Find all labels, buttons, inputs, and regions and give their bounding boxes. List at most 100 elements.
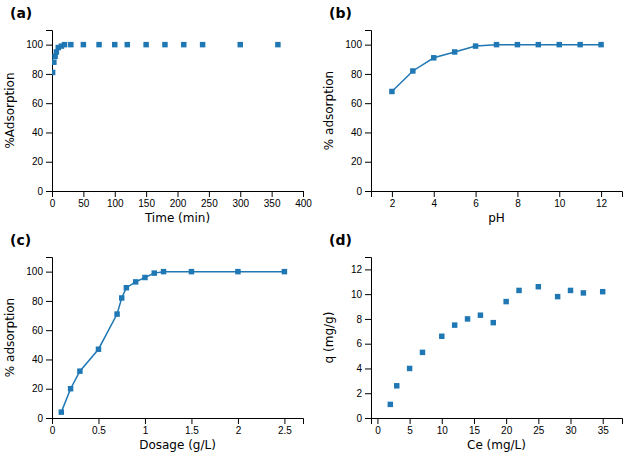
y-tick-mark [46,272,52,273]
x-tick: 35 [598,418,610,436]
y-axis-title: %Adsorption [3,72,17,148]
y-tick: 20 [32,383,52,394]
data-point [491,320,496,325]
data-point [68,42,73,47]
y-tick: 0 [37,186,52,197]
y-tick-label: 80 [32,69,44,80]
y-tick-label: 12 [351,264,363,275]
y-tick-label: 0 [37,186,43,197]
y-tick-label: 0 [356,413,362,424]
y-tick: 100 [26,39,52,50]
y-tick-mark [365,269,371,270]
x-tick-mark [209,191,210,197]
x-tick: 400 [295,191,312,209]
x-tick: 100 [107,191,124,209]
x-tick-label: 400 [295,198,312,209]
data-point [394,383,399,388]
x-tick-label: 200 [170,198,187,209]
data-point [124,285,129,290]
y-tick-label: 6 [356,338,362,349]
data-point [473,43,478,48]
x-tick: 2 [236,418,242,436]
plot-area: 00.511.522.5020406080100Dosage (g/L)% ad… [3,258,304,453]
x-tick: 1 [143,418,149,436]
data-point [133,279,138,284]
y-tick-mark [365,294,371,295]
y-tick-mark [46,389,52,390]
x-axis: 00.511.522.5 [50,418,304,436]
x-tick: 0.5 [92,418,106,436]
x-axis-title: Time (min) [144,211,210,225]
x-tick: 20 [501,418,513,436]
y-tick-mark [46,301,52,302]
x-axis: 050100150200250300350400 [50,191,313,209]
y-tick: 0 [356,413,371,424]
x-axis-line [53,192,304,198]
data-point [96,42,101,47]
panel: 00.511.522.5020406080100Dosage (g/L)% ad… [3,232,304,452]
x-tick: 150 [138,191,155,209]
data-point [407,366,412,371]
x-tick: 30 [565,418,577,436]
y-tick-label: 80 [32,296,44,307]
x-tick-mark [303,191,304,197]
x-tick: 25 [533,418,545,436]
y-tick: 20 [351,156,371,167]
y-tick-label: 60 [351,98,363,109]
chart-container: 050100150200250300350400020406080100Time… [0,0,638,454]
x-tick: 10 [554,191,566,209]
data-point [452,322,457,327]
x-tick-mark [559,191,560,197]
y-axis-title: q (mg/g) [322,312,336,364]
y-tick: 4 [356,363,371,374]
y-tick-mark [365,418,371,419]
plot-area: 05101520253035024681012Ce (mg/L)q (mg/g) [322,258,623,453]
x-tick: 0 [375,418,381,436]
y-tick-label: 60 [32,325,44,336]
x-tick: 250 [201,191,218,209]
y-tick-label: 20 [32,383,44,394]
data-point [181,42,186,47]
data-point [494,42,499,47]
data-point [515,42,520,47]
x-tick: 2.5 [278,418,292,436]
data-layer [388,284,606,407]
y-tick: 40 [32,127,52,138]
data-point [410,68,415,73]
data-point [388,402,393,407]
data-point [465,316,470,321]
y-tick-label: 80 [351,69,363,80]
x-tick: 1.5 [185,418,199,436]
y-tick: 80 [32,296,52,307]
x-tick-label: 25 [533,425,545,436]
chart-svg: 050100150200250300350400020406080100Time… [0,0,638,454]
y-tick-mark [365,393,371,394]
x-tick-label: 30 [565,425,577,436]
y-axis: 020406080100 [26,31,52,197]
data-point [275,42,280,47]
y-tick-label: 100 [345,39,362,50]
data-point [68,386,73,391]
x-tick-mark [571,418,572,424]
x-tick-label: 20 [501,425,513,436]
data-point [152,270,157,275]
y-axis: 020406080100 [26,258,52,424]
x-axis-title: Dosage (g/L) [139,438,216,452]
y-tick: 10 [351,289,371,300]
x-tick-mark [474,418,475,424]
x-tick-mark [434,191,435,197]
x-tick: 10 [437,418,449,436]
data-point [114,311,119,316]
y-tick: 60 [351,98,371,109]
plot-area: 24681012020406080100pH% adsorption [322,31,623,226]
y-tick-label: 20 [351,156,363,167]
x-tick-mark [83,191,84,197]
panel-label: (b) [329,5,352,21]
data-point [598,42,603,47]
data-point [238,42,243,47]
data-point [555,294,560,299]
panel-label: (d) [329,232,352,248]
x-axis: 24681012 [372,191,623,209]
y-tick-label: 0 [37,413,43,424]
data-point [431,55,436,60]
